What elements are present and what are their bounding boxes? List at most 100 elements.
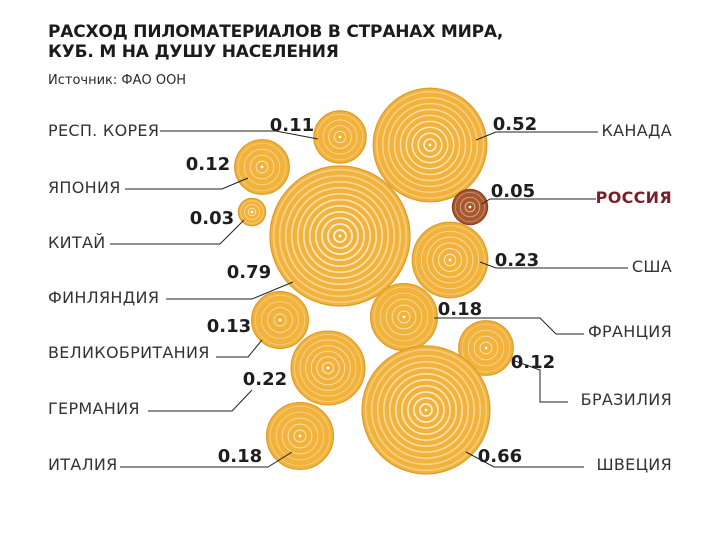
bubble-ring (420, 230, 480, 290)
value-label-сша: 0.23 (495, 250, 539, 271)
bubble-ring (370, 354, 482, 466)
bubble-ring (327, 223, 353, 249)
leader-line-япония (125, 177, 249, 190)
leader-line-швеция (465, 451, 584, 468)
bubble-ring (423, 138, 437, 152)
bubble-ring (385, 298, 423, 336)
bubble-ring (395, 379, 457, 441)
value-label-респ-корея: 0.11 (270, 115, 314, 136)
bubble-center (250, 210, 254, 214)
bubble-ring (247, 207, 257, 217)
value-label-италия: 0.18 (218, 446, 262, 467)
bubble-ring (299, 339, 357, 397)
value-label-япония: 0.12 (186, 154, 230, 175)
bubble-россия (451, 188, 489, 226)
bubble-edge (451, 188, 489, 226)
bubble-швеция (361, 345, 491, 475)
bubble-ring (275, 411, 325, 461)
bubble-ring (269, 405, 331, 467)
value-label-финляндия: 0.79 (227, 262, 271, 283)
bubble-ring (308, 204, 372, 268)
bubble-center (298, 434, 302, 438)
bubble-edge (313, 110, 367, 164)
bubble-ring (438, 248, 462, 272)
bubble-ring (290, 186, 390, 286)
bubble-ring (417, 132, 443, 158)
bubble-финляндия (269, 165, 411, 307)
country-label-респ-корея: РЕСП. КОРЕЯ (48, 121, 159, 140)
country-label-франция: ФРАНЦИЯ (588, 322, 672, 341)
bubbles-layer (234, 87, 514, 475)
bubble-италия (265, 401, 335, 471)
bubble-center (402, 315, 406, 319)
bubble-ring (415, 225, 485, 295)
leader-line-россия (481, 198, 596, 205)
bubble-ring (443, 253, 457, 267)
bubble-center (468, 205, 472, 209)
bubble-ring (287, 423, 313, 449)
country-label-сша: США (632, 257, 672, 276)
bubble-великобритания (251, 291, 309, 349)
country-label-россия: РОССИЯ (596, 188, 672, 207)
bubble-ring (473, 335, 499, 361)
bubble-ring (407, 391, 445, 429)
bubble-ring (240, 200, 264, 224)
leader-lines-layer (110, 130, 628, 468)
leader-line-китай (110, 219, 245, 245)
value-label-германия: 0.22 (243, 369, 287, 390)
bubble-ring (401, 385, 451, 435)
bubble-center (338, 234, 342, 238)
bubble-ring (281, 417, 319, 455)
bubble-ring (284, 180, 396, 292)
bubble-ring (321, 217, 359, 255)
bubble-ring (273, 313, 287, 327)
bubble-edge (237, 197, 267, 227)
bubble-сша (411, 221, 489, 299)
bubble-ring (461, 323, 511, 373)
bubble-edge (234, 139, 290, 195)
bubble-япония (234, 139, 290, 195)
bubble-ring (321, 361, 335, 375)
bubble-ring (293, 333, 363, 403)
bubble-center (428, 143, 432, 147)
bubble-center (278, 318, 282, 322)
bubble-ring (413, 397, 439, 423)
leader-line-италия (120, 451, 293, 468)
bubble-center (484, 346, 488, 350)
bubble-center (260, 165, 264, 169)
bubble-германия (290, 330, 366, 406)
value-label-швеция: 0.66 (478, 446, 522, 467)
leader-line-сша (479, 261, 628, 269)
bubble-ring (296, 192, 384, 280)
country-label-канада: КАНАДА (601, 121, 672, 140)
bubble-ring (267, 307, 293, 333)
bubble-ring (373, 286, 435, 348)
value-label-великобритания: 0.13 (207, 316, 251, 337)
bubble-ring (255, 160, 269, 174)
bubble-ring (244, 204, 260, 220)
bubble-китай (237, 197, 267, 227)
bubble-edge (269, 165, 411, 307)
bubble-ring (388, 372, 464, 448)
bubble-ring (459, 196, 481, 218)
bubble-ring (314, 210, 366, 262)
leader-line-финляндия (166, 281, 294, 300)
bubble-ring (382, 366, 470, 454)
bubble-ring (272, 168, 408, 304)
bubble-edge (361, 345, 491, 475)
bubble-канада (372, 87, 488, 203)
bubble-edge (290, 330, 366, 406)
bubble-ring (302, 198, 378, 274)
value-label-бразилия: 0.12 (511, 352, 555, 373)
value-label-канада: 0.52 (493, 114, 537, 135)
bubble-ring (305, 345, 351, 391)
bubble-ring (243, 148, 281, 186)
bubble-ring (261, 301, 299, 339)
country-label-бразилия: БРАЗИЛИЯ (581, 390, 672, 409)
bubble-ring (316, 356, 340, 380)
bubble-ring (379, 292, 429, 342)
value-label-китай: 0.03 (190, 208, 234, 229)
leader-line-канада (475, 131, 598, 141)
bubble-ring (310, 350, 346, 386)
